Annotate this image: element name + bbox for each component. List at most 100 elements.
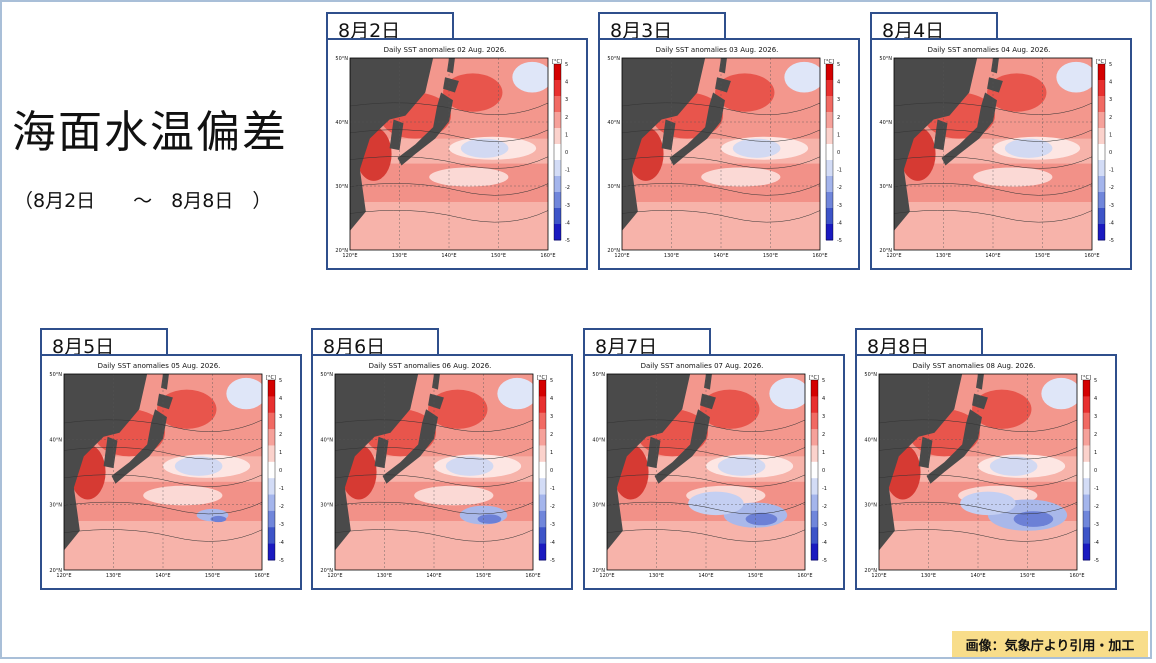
map-area (334, 373, 534, 571)
sst-anomaly-map: Daily SST anomalies 07 Aug. 2026. 50°N 40°… (583, 354, 845, 590)
colorbar-label: 4 (837, 80, 840, 86)
colorbar-label: 0 (1109, 150, 1112, 156)
page-title: 海面水温偏差 (12, 107, 288, 158)
lon-tick-label: 160°E (1084, 253, 1099, 259)
colorbar-label: 2 (565, 115, 568, 121)
lon-tick-label: 120°E (342, 253, 357, 259)
lat-tick-label: 40°N (335, 120, 348, 126)
map-figure: Daily SST anomalies 05 Aug. 2026. 50°N 40°… (49, 362, 284, 579)
colorbar-label: 3 (822, 414, 825, 420)
lon-tick-label: 140°E (970, 573, 985, 579)
map-title: Daily SST anomalies 06 Aug. 2026. (369, 362, 492, 370)
colorbar: [°C] 5 4 3 2 1 0 -1 -2 -3 -4 -5 (552, 59, 570, 244)
sst-anomaly-map: Daily SST anomalies 05 Aug. 2026. 50°N 40°… (40, 354, 302, 590)
lat-tick-label: 50°N (879, 56, 892, 62)
map-title: Daily SST anomalies 02 Aug. 2026. (384, 46, 507, 54)
lat-tick-label: 30°N (320, 503, 333, 509)
colorbar-label: -3 (1094, 522, 1099, 528)
lon-tick-label: 120°E (614, 253, 629, 259)
colorbar: [°C] 5 4 3 2 1 0 -1 -2 -3 -4 -5 (266, 375, 284, 564)
colorbar-label: -3 (822, 522, 827, 528)
map-figure: Daily SST anomalies 06 Aug. 2026. 50°N 40°… (320, 362, 555, 579)
colorbar-label: -2 (822, 504, 827, 510)
colorbar-label: 2 (1094, 432, 1097, 438)
colorbar-label: -2 (1094, 504, 1099, 510)
colorbar: [°C] 5 4 3 2 1 0 -1 -2 -3 -4 -5 (1096, 59, 1114, 244)
colorbar-label: -4 (822, 540, 827, 546)
lat-tick-label: 40°N (49, 437, 62, 443)
lon-tick-label: 120°E (56, 573, 71, 579)
map-figure: Daily SST anomalies 03 Aug. 2026. 50°N 40°… (607, 46, 842, 259)
lon-tick-label: 160°E (812, 253, 827, 259)
date-tab: 8月8日 (855, 328, 983, 358)
colorbar-unit: [°C] (1096, 59, 1106, 65)
lat-tick-label: 50°N (49, 372, 62, 378)
colorbar-label: -5 (1109, 238, 1114, 244)
colorbar-label: 5 (279, 378, 282, 384)
lat-tick-label: 50°N (320, 372, 333, 378)
colorbar-label: -4 (837, 220, 842, 226)
colorbar-label: 4 (1094, 396, 1097, 402)
lat-tick-label: 30°N (879, 184, 892, 190)
colorbar-label: -3 (550, 522, 555, 528)
lon-tick-label: 150°E (1035, 253, 1050, 259)
map-area (606, 373, 806, 571)
lat-tick-label: 30°N (864, 503, 877, 509)
sst-anomaly-map: Daily SST anomalies 04 Aug. 2026. 50°N 40°… (870, 38, 1132, 270)
colorbar-unit: [°C] (824, 59, 834, 65)
lat-tick-label: 40°N (592, 437, 605, 443)
lon-tick-label: 120°E (871, 573, 886, 579)
colorbar-label: 1 (550, 450, 553, 456)
lon-tick-label: 130°E (664, 253, 679, 259)
sst-anomaly-map: Daily SST anomalies 08 Aug. 2026. 50°N 40°… (855, 354, 1117, 590)
colorbar-label: -1 (279, 486, 284, 492)
lat-tick-label: 30°N (49, 503, 62, 509)
lon-tick-label: 150°E (205, 573, 220, 579)
colorbar-unit: [°C] (537, 375, 547, 381)
colorbar-label: 0 (822, 468, 825, 474)
colorbar-label: -5 (837, 238, 842, 244)
lon-tick-label: 160°E (254, 573, 269, 579)
map-figure: Daily SST anomalies 02 Aug. 2026. 50°N 40°… (335, 46, 570, 259)
lat-tick-label: 20°N (607, 248, 620, 254)
date-tab: 8月5日 (40, 328, 168, 358)
colorbar-label: 1 (837, 132, 840, 138)
lon-tick-label: 160°E (525, 573, 540, 579)
lon-tick-label: 140°E (698, 573, 713, 579)
colorbar-label: -5 (1094, 558, 1099, 564)
colorbar-label: 4 (550, 396, 553, 402)
colorbar-label: 2 (837, 115, 840, 121)
lat-tick-label: 30°N (592, 503, 605, 509)
colorbar-label: -1 (837, 168, 842, 174)
lon-tick-label: 120°E (599, 573, 614, 579)
map-area (621, 57, 821, 251)
map-area (63, 373, 263, 571)
lat-tick-label: 40°N (607, 120, 620, 126)
colorbar: [°C] 5 4 3 2 1 0 -1 -2 -3 -4 -5 (824, 59, 842, 244)
colorbar-label: -5 (565, 238, 570, 244)
colorbar-unit: [°C] (552, 59, 562, 65)
lat-tick-label: 40°N (864, 437, 877, 443)
colorbar-label: -2 (565, 185, 570, 191)
colorbar-label: 3 (550, 414, 553, 420)
lat-tick-label: 50°N (592, 372, 605, 378)
lon-tick-label: 130°E (649, 573, 664, 579)
colorbar-label: 3 (565, 97, 568, 103)
date-tab: 8月3日 (598, 12, 726, 42)
lat-tick-label: 50°N (864, 372, 877, 378)
lat-tick-label: 50°N (607, 56, 620, 62)
colorbar-label: 5 (565, 62, 568, 68)
sst-anomaly-map: Daily SST anomalies 06 Aug. 2026. 50°N 40°… (311, 354, 573, 590)
colorbar-label: 5 (837, 62, 840, 68)
map-title: Daily SST anomalies 04 Aug. 2026. (928, 46, 1051, 54)
lon-tick-label: 160°E (540, 253, 555, 259)
lon-tick-label: 120°E (886, 253, 901, 259)
colorbar-label: -4 (550, 540, 555, 546)
colorbar-label: -1 (822, 486, 827, 492)
lon-tick-label: 130°E (936, 253, 951, 259)
date-tab: 8月2日 (326, 12, 454, 42)
colorbar-label: 1 (565, 132, 568, 138)
colorbar-label: 1 (1109, 132, 1112, 138)
colorbar-label: -1 (1094, 486, 1099, 492)
colorbar-label: -1 (565, 168, 570, 174)
